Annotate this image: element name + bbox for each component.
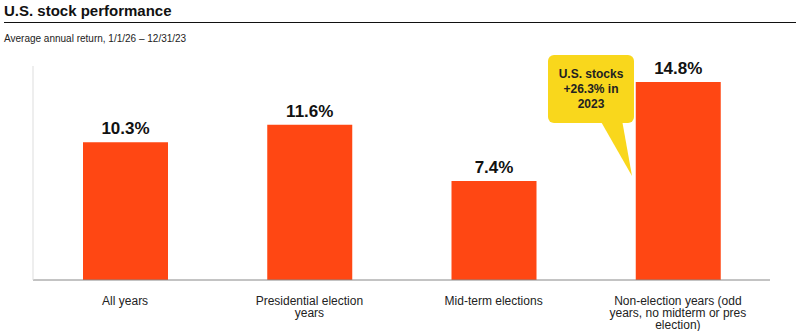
html-text:U.S. stocks +26.3% in 2023: U.S. stocks +26.3% in 2023 <box>558 66 624 111</box>
svg-text:11.6%: 11.6% <box>286 102 333 121</box>
svg-text:Mid-term elections: Mid-term elections <box>445 294 543 308</box>
svg-text:All years: All years <box>102 294 148 308</box>
html-text:U.S. stock performance: U.S. stock performance <box>4 2 172 19</box>
svg-text:10.3%: 10.3% <box>101 119 149 138</box>
html-text:Average annual return, 1/1/26: Average annual return, 1/1/26 – 12/31/23 <box>4 33 187 44</box>
svg-text:Non-election years (oddyears,: Non-election years (oddyears, no midterm… <box>610 294 747 331</box>
svg-text:7.4%: 7.4% <box>475 158 514 177</box>
svg-text:Presidential electionyears: Presidential electionyears <box>256 294 363 320</box>
svg-text:14.8%: 14.8% <box>654 59 702 78</box>
